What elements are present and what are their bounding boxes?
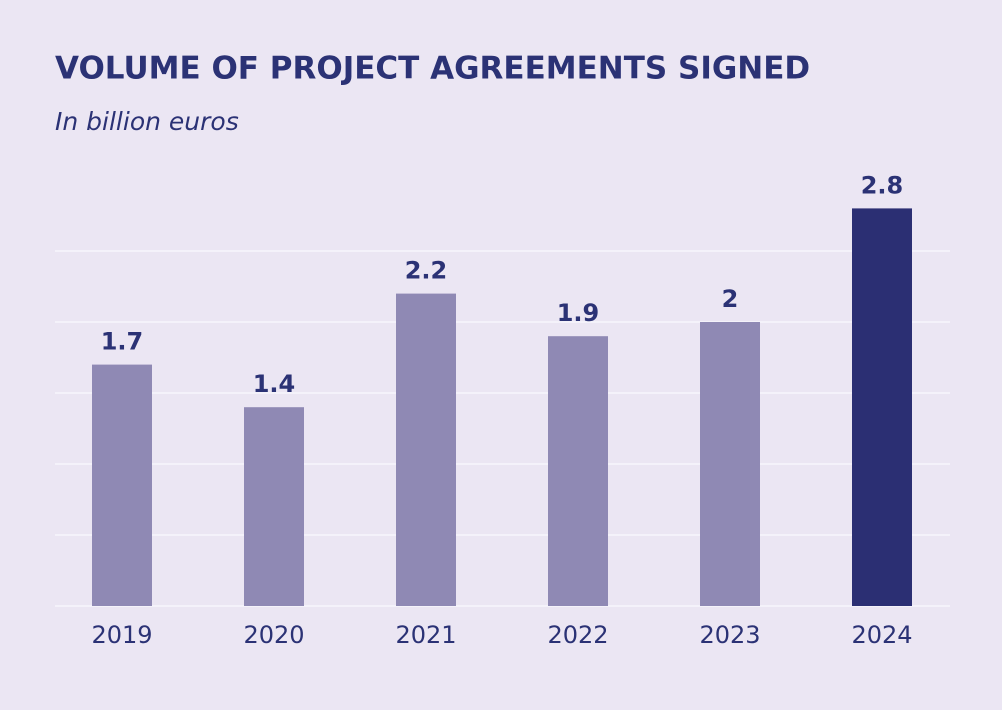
bar bbox=[700, 322, 760, 606]
x-tick-label: 2022 bbox=[547, 621, 608, 649]
x-tick-label: 2021 bbox=[395, 621, 456, 649]
value-label: 1.9 bbox=[557, 299, 600, 327]
value-label: 2.8 bbox=[861, 171, 904, 199]
value-label: 2 bbox=[722, 285, 739, 313]
bar bbox=[548, 336, 608, 606]
x-tick-label: 2020 bbox=[243, 621, 304, 649]
value-label: 1.4 bbox=[253, 370, 296, 398]
bar bbox=[396, 293, 456, 606]
bar bbox=[92, 364, 152, 606]
x-tick-label: 2019 bbox=[91, 621, 152, 649]
chart-subtitle: In billion euros bbox=[55, 107, 239, 136]
bar bbox=[244, 407, 304, 606]
x-tick-label: 2024 bbox=[851, 621, 912, 649]
chart-title: VOLUME OF PROJECT AGREEMENTS SIGNED bbox=[55, 51, 810, 87]
value-label: 1.7 bbox=[101, 328, 144, 356]
value-label: 2.2 bbox=[405, 257, 448, 285]
x-tick-label: 2023 bbox=[699, 621, 760, 649]
bar bbox=[852, 208, 912, 606]
